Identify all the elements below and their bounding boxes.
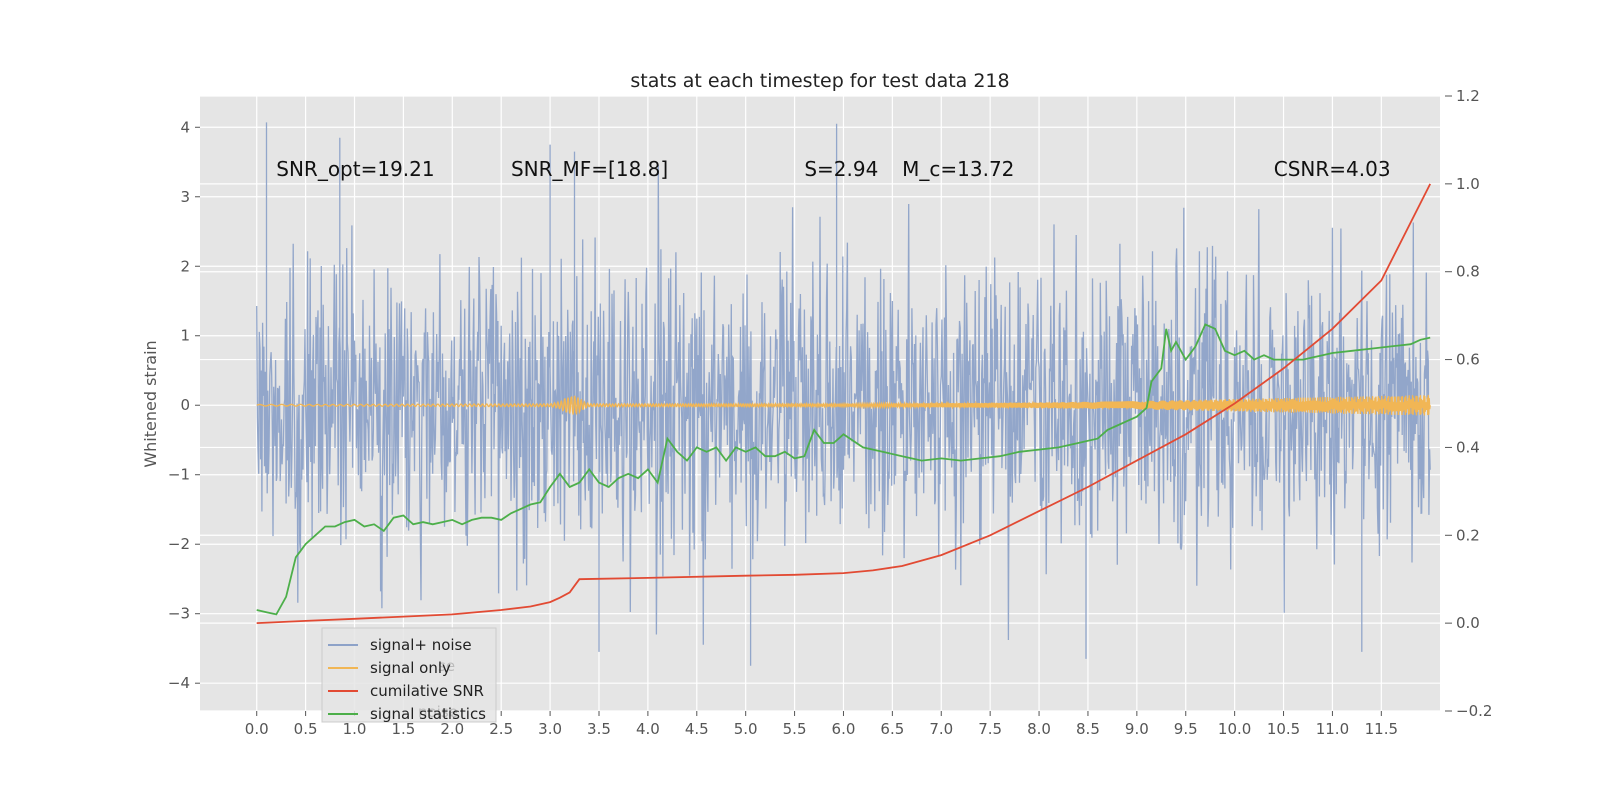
x-tick-label: 5.0 — [734, 720, 758, 738]
y2-tick-label: 0.6 — [1456, 351, 1480, 369]
y-axis-label: Whitened strain — [141, 340, 160, 467]
x-tick-label: 4.0 — [636, 720, 660, 738]
x-tick-label: 3.0 — [538, 720, 562, 738]
y2-tick-label: 0.8 — [1456, 263, 1480, 281]
legend: se noise signal+ noise signal only cumilativ… — [321, 627, 497, 723]
signal-noise-series — [256, 122, 1431, 666]
y2-tick-label: 0.4 — [1456, 438, 1480, 456]
annotation-csnr: CSNR=4.03 — [1274, 157, 1391, 181]
legend-entry-label: signal statistics — [370, 705, 486, 723]
signal-only-line — [256, 394, 1431, 416]
line-series — [256, 183, 1432, 624]
x-tick-label: 5.5 — [783, 720, 807, 738]
signal-statistics-line — [256, 323, 1431, 616]
y-tick-label: −4 — [168, 674, 190, 692]
y-tick-label: −1 — [168, 466, 190, 484]
x-tick-label: 11.5 — [1365, 720, 1398, 738]
y-tick-label: −2 — [168, 535, 190, 553]
y-tick-label: −3 — [168, 605, 190, 623]
x-tick-label: 1.5 — [391, 720, 415, 738]
signal-noise-line — [256, 122, 1431, 666]
annotation-mc-val: M_c=13.72 — [902, 157, 1014, 181]
legend-ghost-text: noise — [418, 703, 458, 721]
y2-tick-label: −0.2 — [1456, 702, 1492, 720]
y-tick-label: 4 — [180, 118, 190, 136]
x-tick-label: 11.0 — [1316, 720, 1349, 738]
x-tick-label: 0.0 — [245, 720, 269, 738]
legend-entry-label: signal only — [370, 659, 451, 677]
x-tick-label: 6.0 — [832, 720, 856, 738]
x-tick-label: 8.0 — [1027, 720, 1051, 738]
signal-only-series — [256, 394, 1431, 416]
annotations: SNR_opt=19.21 SNR_MF=[18.8] S=2.94 M_c=13.7… — [276, 157, 1390, 181]
x-tick-label: 9.5 — [1174, 720, 1198, 738]
y-tick-label: 1 — [180, 327, 190, 345]
y2-tick-label: 0.0 — [1456, 614, 1480, 632]
legend-box — [321, 627, 497, 723]
x-tick-label: 10.0 — [1218, 720, 1251, 738]
legend-entry-label: signal+ noise — [370, 636, 472, 654]
chart-title: stats at each timestep for test data 218 — [630, 70, 1009, 92]
y-tick-label: 0 — [180, 396, 190, 414]
x-tick-label: 2.0 — [440, 720, 464, 738]
annotation-snr-mf: SNR_MF=[18.8] — [511, 157, 668, 181]
y-tick-label: 2 — [180, 257, 190, 275]
x-tick-label: 9.0 — [1125, 720, 1149, 738]
cumulative-snr-line — [256, 183, 1432, 624]
x-tick-label: 1.0 — [343, 720, 367, 738]
y2-tick-label: 0.2 — [1456, 526, 1480, 544]
x-tick-label: 10.5 — [1267, 720, 1300, 738]
legend-ghost-text: se — [438, 657, 455, 675]
legend-entry-label: cumilative SNR — [370, 682, 484, 700]
x-tick-label: 4.5 — [685, 720, 709, 738]
x-tick-label: 7.5 — [978, 720, 1002, 738]
x-tick-label: 3.5 — [587, 720, 611, 738]
axes: 0.0 0.5 1.0 1.5 2.0 2.5 3.0 3.5 4.0 4.5 5.0 5.5 6.0 6… — [168, 87, 1493, 738]
x-tick-label: 8.5 — [1076, 720, 1100, 738]
x-tick-label: 0.5 — [294, 720, 318, 738]
x-tick-label: 7.0 — [929, 720, 953, 738]
x-tick-label: 6.5 — [880, 720, 904, 738]
y2-tick-label: 1.0 — [1456, 175, 1480, 193]
x-tick-label: 2.5 — [489, 720, 513, 738]
annotation-s-val: S=2.94 — [804, 157, 878, 181]
y2-tick-label: 1.2 — [1456, 87, 1480, 105]
annotation-snr-opt: SNR_opt=19.21 — [276, 157, 434, 181]
y-tick-label: 3 — [180, 188, 190, 206]
